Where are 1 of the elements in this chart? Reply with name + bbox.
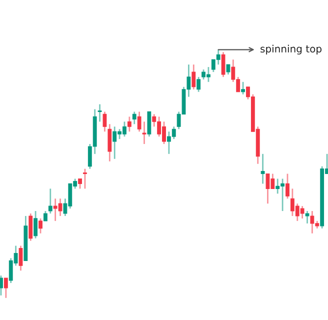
annotation: spinning top — [260, 44, 322, 54]
